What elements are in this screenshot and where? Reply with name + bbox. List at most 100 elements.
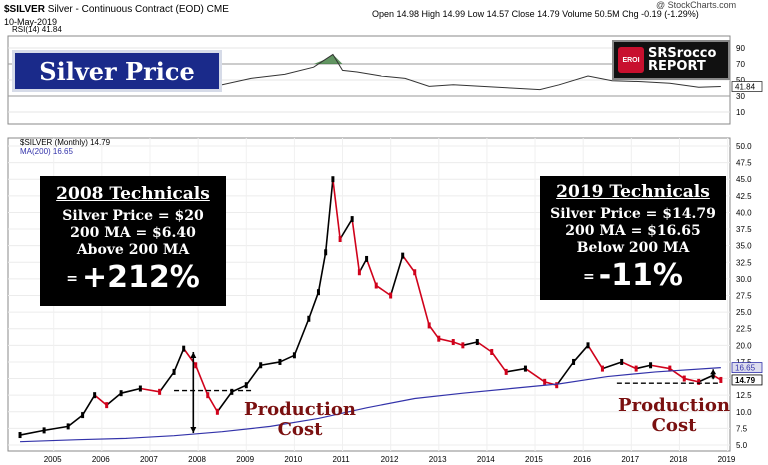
year-tick-label: 2014: [477, 455, 495, 464]
price-segment: [375, 284, 392, 297]
production-cost-left-line2: Cost: [277, 419, 323, 440]
rsi-legend: RSI(14) 41.84: [12, 25, 62, 34]
price-point: [338, 236, 342, 243]
price-point: [719, 376, 723, 383]
price-segment: [106, 392, 122, 406]
rsi-value-label: 41.84: [735, 83, 756, 92]
price-point: [620, 358, 624, 365]
price-tick-label: 7.5: [736, 424, 748, 433]
price-point: [105, 402, 109, 409]
price-point: [461, 342, 465, 349]
technicals-2019-title: 2019 Technicals: [556, 182, 710, 202]
price-segment: [19, 429, 45, 436]
price-legend: $SILVER (Monthly) 14.79: [20, 138, 111, 147]
year-tick-label: 2005: [44, 455, 62, 464]
price-tick-label: 12.5: [736, 391, 752, 400]
price-segment: [698, 374, 714, 383]
ma-legend: MA(200) 16.65: [20, 147, 73, 156]
price-point: [555, 382, 559, 389]
price-segment: [428, 324, 440, 340]
logo-line2: REPORT: [648, 59, 706, 74]
price-tick-label: 27.5: [736, 292, 752, 301]
source-credit: @ StockCharts.com: [656, 0, 737, 10]
price-segment: [207, 394, 219, 413]
symbol: $SILVER: [4, 4, 45, 15]
price-tick-label: 5.0: [736, 441, 748, 450]
technicals-2019-eq: =: [583, 268, 595, 285]
price-point: [523, 365, 527, 372]
price-segment: [279, 354, 295, 363]
year-tick-label: 2019: [718, 455, 736, 464]
price-point: [357, 269, 361, 276]
logo: EROI SRSrocco REPORT: [612, 40, 730, 80]
price-point: [324, 249, 328, 256]
quote-line: Open 14.98 High 14.99 Low 14.57 Close 14…: [372, 9, 699, 19]
price-segment: [67, 414, 84, 428]
close-price-tag: [731, 374, 763, 386]
price-tick-label: 25.0: [736, 308, 752, 317]
price-tick-label: 22.5: [736, 325, 752, 334]
price-point: [81, 412, 85, 419]
price-point: [119, 390, 123, 397]
price-point: [307, 315, 311, 322]
rsi-value-tag: [731, 81, 763, 92]
gap-arrowhead-2019: [710, 369, 717, 375]
year-tick-label: 2010: [284, 455, 302, 464]
price-point: [586, 342, 590, 349]
price-tick-label: 37.5: [736, 225, 752, 234]
ma200-line: [20, 366, 721, 443]
year-tick-label: 2008: [188, 455, 206, 464]
rsi-tick-label: 50: [736, 76, 745, 85]
production-cost-right-line1: Production: [618, 395, 730, 416]
gap-arrowhead-down-2008: [190, 427, 197, 434]
price-tick-label: 50.0: [736, 142, 752, 151]
price-segment: [506, 367, 526, 373]
price-point: [374, 282, 378, 289]
production-cost-left: Production Cost: [240, 400, 360, 440]
price-point: [172, 368, 176, 375]
price-segment: [173, 348, 185, 373]
ma-price-tag: [731, 362, 763, 373]
price-tick-label: 10.0: [736, 408, 752, 417]
price-point: [437, 335, 441, 342]
price-point: [504, 368, 508, 375]
price-point: [413, 269, 417, 276]
price-segment: [413, 272, 430, 326]
price-point: [138, 385, 142, 392]
price-point: [475, 339, 479, 346]
price-tick-label: 35.0: [736, 242, 752, 251]
price-point: [668, 365, 672, 372]
price-segment: [332, 179, 341, 240]
close-price-label: 14.79: [735, 376, 756, 385]
price-segment: [389, 255, 404, 296]
ma-price-label: 16.65: [735, 364, 756, 373]
technicals-2008-line2: 200 MA = $6.40: [70, 225, 196, 241]
price-point: [331, 176, 335, 183]
price-tick-label: 30.0: [736, 275, 752, 284]
price-segment: [260, 361, 281, 367]
price-point: [93, 392, 97, 399]
year-tick-label: 2012: [381, 455, 399, 464]
price-tick-label: 32.5: [736, 258, 752, 267]
technicals-2019-box: 2019 Technicals Silver Price = $14.79 20…: [540, 176, 726, 300]
price-point: [365, 255, 369, 262]
year-tick-label: 2007: [140, 455, 158, 464]
year-tick-label: 2015: [525, 455, 543, 464]
price-segment: [94, 394, 108, 406]
technicals-2019-line3: Below 200 MA: [576, 240, 690, 256]
price-segment: [621, 361, 637, 370]
price-segment: [194, 364, 209, 396]
year-tick-label: 2018: [669, 455, 687, 464]
price-point: [543, 378, 547, 385]
price-segment: [452, 341, 464, 347]
price-segment: [324, 179, 334, 253]
price-segment: [317, 252, 327, 293]
production-cost-right-line2: Cost: [651, 415, 697, 436]
production-cost-left-line1: Production: [244, 399, 356, 420]
price-segment: [572, 344, 589, 363]
year-tick-label: 2016: [573, 455, 591, 464]
price-tick-label: 42.5: [736, 192, 752, 201]
price-point: [634, 365, 638, 372]
logo-line1: SRSrocco: [648, 46, 717, 61]
price-tick-label: 20.0: [736, 341, 752, 350]
